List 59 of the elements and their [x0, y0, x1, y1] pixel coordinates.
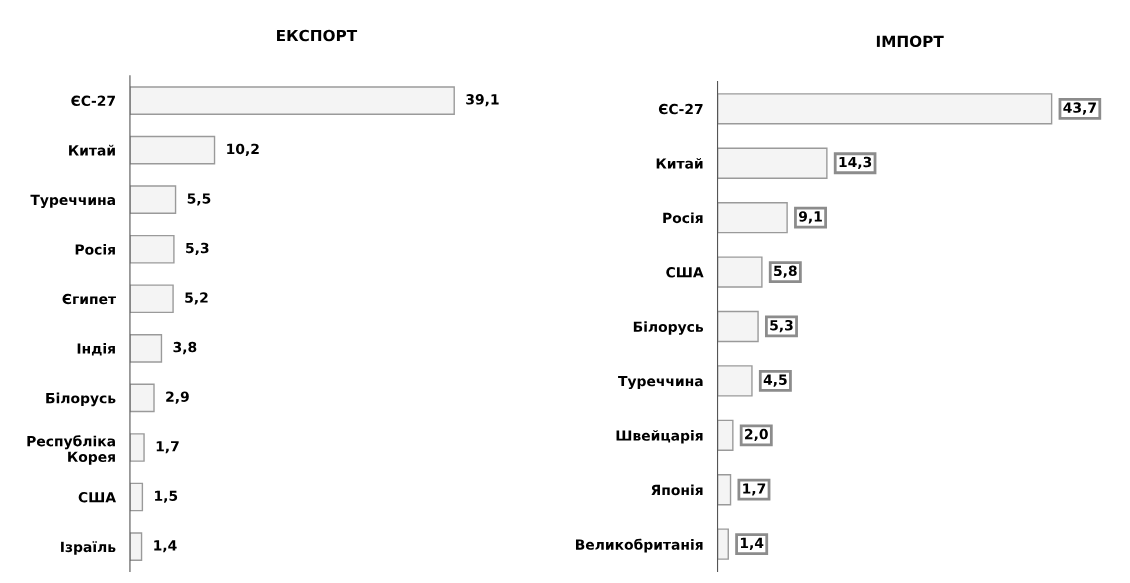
y-tick-label: ЄС-27	[658, 103, 703, 115]
chart-title: ІМПОРТ	[876, 35, 944, 48]
data-label: 5,3	[770, 320, 793, 333]
bar	[129, 532, 143, 561]
y-tick-label: Туреччина	[618, 375, 703, 390]
data-label: 2,9	[166, 391, 189, 404]
bar	[717, 147, 828, 179]
y-tick-label: Єгипет	[62, 293, 116, 305]
bar	[129, 234, 175, 264]
data-label: 1,4	[740, 537, 764, 550]
bar	[129, 383, 155, 413]
data-label: 1,7	[156, 441, 179, 454]
y-tick-label: Швейцарія	[616, 430, 703, 444]
bar	[129, 334, 163, 363]
bar	[717, 310, 759, 343]
y-tick-label: Ізраїль	[61, 541, 116, 555]
y-tick-label: США	[78, 491, 116, 503]
y-tick-label: Росія	[663, 212, 703, 224]
bar	[129, 135, 216, 165]
bar	[717, 201, 788, 234]
bar	[717, 93, 1053, 125]
data-label: 1,5	[155, 490, 178, 503]
y-tick-label: Японія	[651, 484, 703, 496]
data-label: 5,3	[186, 242, 209, 256]
data-label: 9,1	[798, 211, 822, 224]
data-label: 2,0	[745, 428, 768, 442]
data-label: 14,3	[839, 156, 872, 170]
bar	[717, 474, 732, 506]
y-tick-label: Росія	[75, 243, 115, 255]
y-tick-label: Республіка Корея	[27, 435, 115, 465]
chart-title: ЕКСПОРТ	[277, 29, 358, 42]
y-tick-label: Індія	[77, 343, 115, 356]
data-label: 4,5	[763, 374, 787, 387]
bar	[129, 284, 174, 314]
data-label: 1,7	[743, 483, 766, 496]
y-tick-label: Великобританія	[575, 538, 703, 553]
y-tick-label: Китай	[69, 144, 115, 156]
y-tick-label: Білорусь	[46, 392, 116, 407]
bar	[717, 419, 734, 451]
bar	[129, 185, 177, 215]
y-tick-label: Туреччина	[30, 194, 115, 208]
data-label: 43,7	[1063, 102, 1096, 115]
data-label: 10,2	[227, 143, 259, 156]
bar	[717, 256, 763, 288]
bar	[717, 365, 753, 397]
data-label: 5,5	[187, 193, 211, 206]
data-label: 39,1	[466, 94, 499, 107]
data-label: 3,8	[173, 341, 197, 355]
bar	[129, 86, 455, 115]
y-tick-label: США	[666, 267, 704, 278]
bar	[129, 482, 144, 512]
y-tick-label: ЄС-27	[71, 95, 115, 107]
data-label: 5,2	[185, 292, 208, 305]
data-label: 5,8	[774, 265, 797, 278]
bar	[129, 433, 145, 462]
y-tick-label: Білорусь	[633, 321, 704, 335]
y-tick-label: Китай	[656, 157, 703, 169]
bar	[717, 528, 729, 560]
data-label: 1,4	[154, 540, 177, 553]
